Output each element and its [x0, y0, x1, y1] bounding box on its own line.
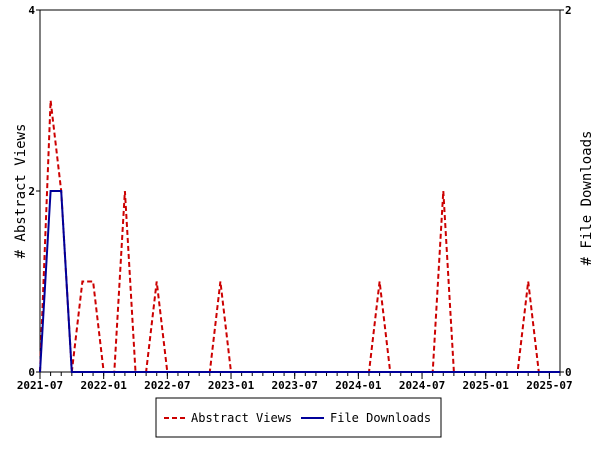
legend-label-abstract-views: Abstract Views: [191, 411, 292, 425]
y-right-tick-label: 2: [565, 4, 572, 17]
series-line-file-downloads: [39, 190, 560, 373]
x-tick-label: 2025-07: [526, 379, 572, 392]
y-left-tick-label: 2: [28, 185, 35, 198]
y-axis-ticks: 0 2 4 0 2: [28, 4, 571, 379]
right-axis-title: # File Downloads: [579, 131, 595, 266]
y-left-tick-label: 0: [28, 366, 35, 379]
x-tick-label: 2023-01: [208, 379, 255, 392]
legend-label-file-downloads: File Downloads: [330, 411, 431, 425]
x-axis-ticks: 2021-07 2022-01 2022-07 2023-01 2023-07 2024-…: [17, 372, 573, 392]
x-tick-label: 2022-07: [144, 379, 190, 392]
y-left-tick-label: 4: [28, 4, 35, 17]
x-tick-label: 2025-01: [463, 379, 510, 392]
y-right-tick-label: 0: [565, 366, 572, 379]
x-tick-label: 2021-07: [17, 379, 63, 392]
x-tick-label: 2024-07: [399, 379, 445, 392]
plot-frame: [39, 9, 561, 373]
x-tick-label: 2023-07: [272, 379, 318, 392]
x-tick-label: 2024-01: [335, 379, 382, 392]
legend-box: [155, 397, 442, 438]
x-tick-label: 2022-01: [80, 379, 127, 392]
series-layer: [39, 100, 560, 373]
legend: Abstract Views File Downloads: [155, 397, 442, 438]
left-axis-title: # Abstract Views: [13, 124, 29, 259]
